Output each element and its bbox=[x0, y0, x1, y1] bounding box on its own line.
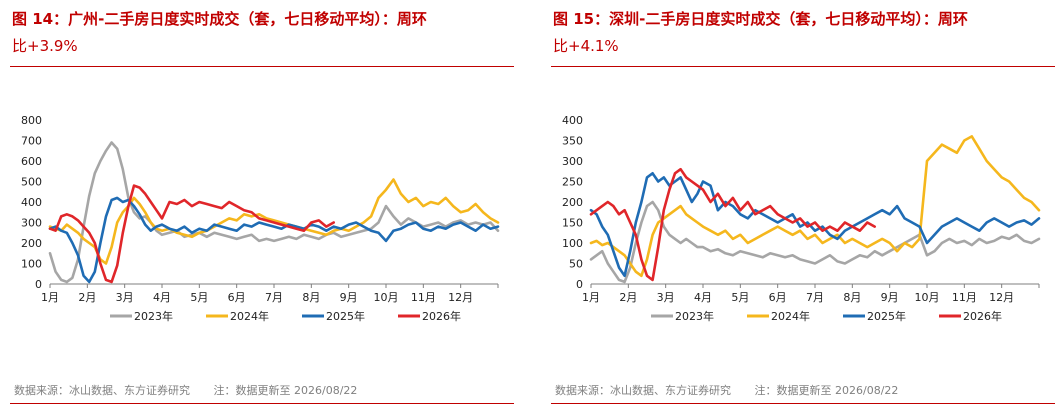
x-tick-label: 6月 bbox=[769, 291, 787, 304]
chart-title-line2: 比+3.9% bbox=[12, 37, 78, 55]
update-note: 注：数据更新至 2026/08/22 bbox=[754, 384, 899, 397]
y-tick-label: 200 bbox=[562, 196, 583, 209]
chart-title: 图 15：深圳-二手房日度实时成交（套，七日移动平均）：周环 比+4.1% bbox=[553, 6, 1058, 60]
legend-label: 2024年 bbox=[230, 309, 269, 323]
y-tick-label: 600 bbox=[21, 155, 42, 168]
y-tick-label: 0 bbox=[576, 278, 583, 291]
x-tick-label: 9月 bbox=[340, 291, 358, 304]
y-tick-label: 400 bbox=[21, 196, 42, 209]
x-tick-label: 8月 bbox=[843, 291, 861, 304]
source-note: 数据来源：冰山数据、东方证券研究 注：数据更新至 2026/08/22 bbox=[555, 382, 918, 398]
series-line-2024年 bbox=[589, 135, 1041, 278]
x-tick-label: 2月 bbox=[78, 291, 96, 304]
legend-label: 2024年 bbox=[771, 309, 810, 323]
x-tick-label: 7月 bbox=[265, 291, 283, 304]
x-tick-label: 10月 bbox=[915, 291, 940, 304]
series-line-2026年 bbox=[589, 167, 877, 282]
chart-panel-shenzhen: 图 15：深圳-二手房日度实时成交（套，七日移动平均）：周环 比+4.1% 0 5… bbox=[541, 0, 1061, 410]
series-line-2026年 bbox=[48, 184, 336, 284]
x-tick-label: 11月 bbox=[952, 291, 977, 304]
source-label: 数据来源：冰山数据、东方证券研究 bbox=[555, 384, 731, 397]
x-tick-label: 12月 bbox=[989, 291, 1014, 304]
y-tick-label: 150 bbox=[562, 217, 583, 230]
y-tick-label: 200 bbox=[21, 237, 42, 250]
x-tick-label: 6月 bbox=[228, 291, 246, 304]
y-tick-label: 500 bbox=[21, 176, 42, 189]
bottom-divider bbox=[551, 403, 1055, 404]
chart-title-line1: 图 14：广州-二手房日度实时成交（套，七日移动平均）：周环 bbox=[12, 10, 427, 28]
y-tick-label: 300 bbox=[562, 155, 583, 168]
y-tick-label: 800 bbox=[21, 114, 42, 127]
legend-label: 2025年 bbox=[867, 309, 906, 323]
x-tick-label: 7月 bbox=[806, 291, 824, 304]
y-tick-label: 400 bbox=[562, 114, 583, 127]
chart-title-line2: 比+4.1% bbox=[553, 37, 619, 55]
chart-title-line1: 图 15：深圳-二手房日度实时成交（套，七日移动平均）：周环 bbox=[553, 10, 968, 28]
y-tick-label: 250 bbox=[562, 176, 583, 189]
bottom-divider bbox=[10, 403, 514, 404]
x-tick-label: 5月 bbox=[731, 291, 749, 304]
source-label: 数据来源：冰山数据、东方证券研究 bbox=[14, 384, 190, 397]
x-tick-label: 1月 bbox=[582, 291, 600, 304]
x-tick-label: 4月 bbox=[153, 291, 171, 304]
y-tick-label: 100 bbox=[21, 258, 42, 271]
x-tick-label: 8月 bbox=[302, 291, 320, 304]
x-tick-label: 9月 bbox=[881, 291, 899, 304]
legend-label: 2023年 bbox=[675, 309, 714, 323]
y-tick-label: 100 bbox=[562, 237, 583, 250]
x-tick-label: 1月 bbox=[41, 291, 59, 304]
update-note: 注：数据更新至 2026/08/22 bbox=[213, 384, 358, 397]
x-tick-label: 11月 bbox=[411, 291, 436, 304]
title-divider bbox=[551, 66, 1055, 67]
legend-label: 2026年 bbox=[963, 309, 1002, 323]
x-tick-label: 2月 bbox=[619, 291, 637, 304]
y-tick-label: 350 bbox=[562, 135, 583, 148]
x-tick-label: 3月 bbox=[657, 291, 675, 304]
legend-label: 2025年 bbox=[326, 309, 365, 323]
legend-label: 2026年 bbox=[422, 309, 461, 323]
x-tick-label: 12月 bbox=[448, 291, 473, 304]
x-tick-label: 10月 bbox=[374, 291, 399, 304]
y-tick-label: 700 bbox=[21, 135, 42, 148]
chart-title: 图 14：广州-二手房日度实时成交（套，七日移动平均）：周环 比+3.9% bbox=[12, 6, 517, 60]
x-tick-label: 3月 bbox=[116, 291, 134, 304]
series-line-2025年 bbox=[48, 196, 500, 284]
legend-label: 2023年 bbox=[134, 309, 173, 323]
x-tick-label: 5月 bbox=[190, 291, 208, 304]
line-chart-shenzhen: 0 50 100 150 200 250 300 350 400 1月 2月 3月 4月 5月 6月 7月 8月… bbox=[562, 114, 1041, 323]
y-tick-label: 50 bbox=[569, 258, 583, 271]
y-tick-label: 300 bbox=[21, 217, 42, 230]
source-note: 数据来源：冰山数据、东方证券研究 注：数据更新至 2026/08/22 bbox=[14, 382, 377, 398]
title-divider bbox=[10, 66, 514, 67]
series-line-2023年 bbox=[589, 200, 1041, 284]
y-tick-label: 0 bbox=[35, 278, 42, 291]
x-tick-label: 4月 bbox=[694, 291, 712, 304]
line-chart-guangzhou: 0 100 200 300 400 500 600 700 800 1月 2月 3月 4月 5月 6月 7月 8… bbox=[21, 114, 500, 323]
